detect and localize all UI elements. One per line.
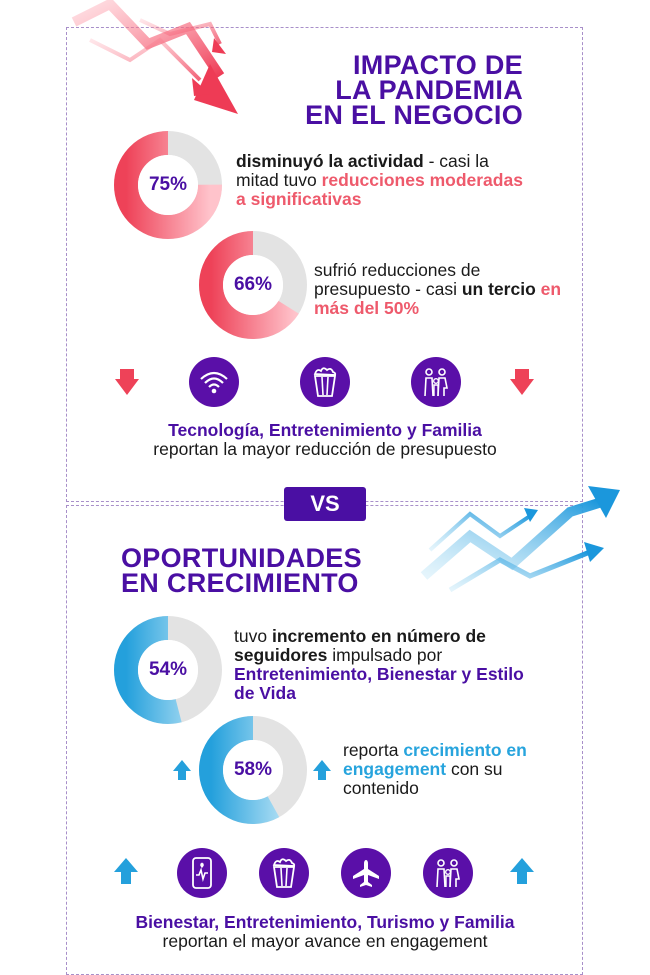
up-arrow-right-small-icon (313, 760, 331, 780)
popcorn-icon (259, 848, 309, 898)
up-trend-arrows-icon (420, 486, 620, 593)
stat-66-text: sufrió reducciones de presupuesto - casi… (314, 261, 574, 318)
down-arrow-right-icon (510, 369, 534, 395)
family-icon (411, 357, 461, 407)
bottom-title: OPORTUNIDADES EN CRECIMIENTO (121, 543, 362, 598)
donut-66-arc (199, 231, 307, 339)
stat-54-normal: tuvo (234, 626, 272, 646)
down-trend-arrows-icon (71, 0, 238, 114)
stat-54-text: tuvo incremento en número de seguidores … (234, 627, 534, 703)
top-caption-bold: Tecnología, Entretenimiento y Familia (168, 420, 482, 440)
top-title-line-3: EN EL NEGOCIO (305, 100, 523, 130)
stat-58-normal-2: con su contenido (343, 759, 503, 798)
stat-75-bold: disminuyó la actividad (236, 151, 424, 171)
stat-66-bold: un tercio (461, 279, 536, 299)
donut-75-label: 75% (148, 174, 188, 195)
phone-health-icon (177, 848, 227, 898)
donut-54: 54% (113, 615, 223, 725)
down-arrow-left-icon (115, 369, 139, 395)
bottom-title-line-2: EN CRECIMIENTO (121, 568, 359, 598)
donut-54-label: 54% (148, 659, 188, 680)
bottom-caption-normal: reportan el mayor avance en engagement (162, 931, 488, 951)
bottom-caption: Bienestar, Entretenimiento, Turismo y Fa… (0, 913, 650, 951)
stat-66-highlight: en más del 50% (314, 279, 562, 318)
stat-58-text: reporta crecimiento en engagement con su… (343, 741, 543, 798)
stat-66-normal: sufrió reducciones de presupuesto - casi (314, 260, 481, 299)
family-icon (423, 848, 473, 898)
stat-54-normal-2: impulsado por (327, 645, 443, 665)
bottom-caption-bold: Bienestar, Entretenimiento, Turismo y Fa… (135, 912, 515, 932)
donut-58-arc (199, 716, 307, 824)
top-caption: Tecnología, Entretenimiento y Familia re… (0, 421, 650, 459)
stat-58-normal: reporta (343, 740, 404, 760)
airplane-icon (341, 848, 391, 898)
stat-75-highlight: reducciones moderadas a significativas (236, 170, 523, 209)
donut-66: 66% (198, 230, 308, 340)
stat-54-highlight: Entretenimiento, Bienestar y Estilo de V… (234, 664, 524, 703)
top-caption-normal: reportan la mayor reducción de presupues… (153, 439, 497, 459)
popcorn-icon (300, 357, 350, 407)
donut-75: 75% (113, 130, 223, 240)
top-title-line-2: LA PANDEMIA (335, 75, 523, 105)
vs-badge: VS (284, 487, 366, 521)
up-arrow-left-icon (114, 858, 138, 884)
stat-58-highlight: crecimiento en engagement (343, 740, 527, 779)
donut-54-arc (114, 616, 222, 724)
bottom-title-line-1: OPORTUNIDADES (121, 543, 362, 573)
stat-54-bold: incremento en número de seguidores (234, 626, 486, 665)
wifi-icon (189, 357, 239, 407)
stat-75-text: disminuyó la actividad - casi la mitad t… (236, 152, 536, 209)
donut-75-arc (114, 131, 222, 239)
donut-58-label: 58% (233, 759, 273, 780)
top-title-line-1: IMPACTO DE (352, 50, 523, 80)
donut-66-label: 66% (233, 274, 273, 295)
top-title: IMPACTO DE LA PANDEMIA EN EL NEGOCIO (305, 50, 523, 130)
stat-75-normal: - casi la mitad tuvo (236, 151, 489, 190)
up-arrow-right-icon (510, 858, 534, 884)
up-arrow-left-small-icon (173, 760, 191, 780)
donut-58: 58% (198, 715, 308, 825)
